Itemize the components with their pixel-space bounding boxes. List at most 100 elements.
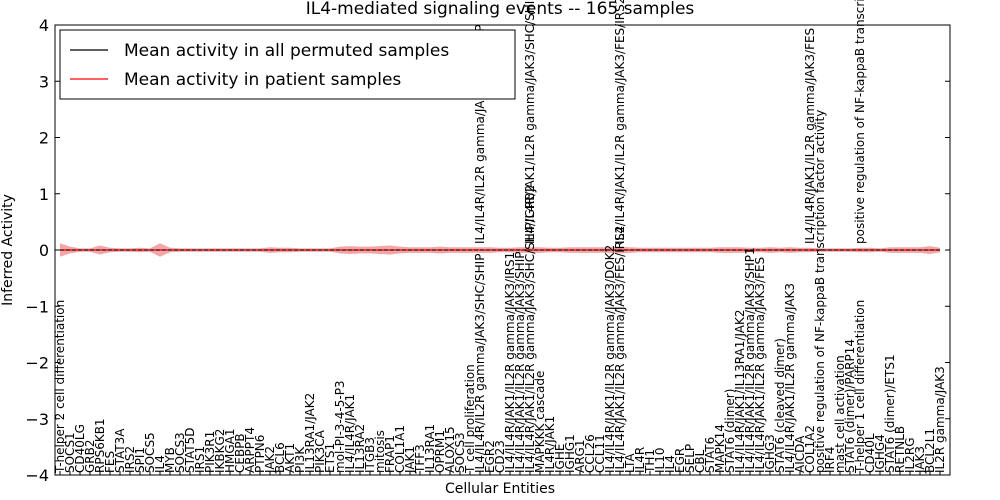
y-tick-label: 0 — [39, 241, 49, 260]
x-axis: T-helper 2 cell differentiationSOCS1CD40… — [53, 110, 947, 475]
top-annotation-label: IL4/IL4R/JAK1/IL2R gamma/JAK3/FES/IRS2 — [613, 0, 627, 244]
x-tick-label: BCL2L1 — [923, 428, 937, 473]
x-tick-label: STAT6 (cleaved dimer) — [773, 338, 787, 473]
top-annotation-label: positive regulation of NF-kappaB transcr… — [853, 0, 867, 244]
x-axis-label: Cellular Entities — [445, 481, 555, 497]
x-tick-label: COL1A1 — [393, 425, 407, 473]
x-tick-label: PIK3R1 — [203, 431, 217, 473]
x-tick-label: SPI1 — [133, 447, 147, 473]
y-tick-label: −3 — [25, 410, 49, 429]
x-tick-label: mol-PI-3-4-5-P3 — [333, 380, 347, 473]
x-tick-label: IRF4 — [823, 447, 837, 473]
y-tick-label: −4 — [25, 466, 49, 485]
x-tick-label: CCL26 — [583, 434, 597, 473]
x-tick-label: CCL11 — [593, 434, 607, 473]
legend-box — [59, 29, 516, 100]
x-tick-label: mast cell activation — [833, 355, 847, 473]
legend-label-patient: Mean activity in patient samples — [124, 70, 401, 90]
x-tick-label: IL4/IL4R/JAK1/IL2R gamma/JAK3/DOK2 — [603, 245, 617, 473]
x-tick-label: FES — [103, 451, 117, 473]
x-tick-label: MAPK14 — [713, 424, 727, 473]
x-tick-label: IL4/IL4R/JAK1/IL2R gamma/JAK3/SHIP — [513, 252, 527, 473]
x-tick-label: positive regulation of NF-kappaB transcr… — [813, 110, 827, 473]
x-tick-label: IL4/IL4R/JAK1/IL13RA1/JAK2 — [733, 310, 747, 474]
x-tick-label: IL4/IL4R/JAK1 — [343, 394, 357, 473]
top-annotation-label: IL4/IL4R/JAK1/IL2R gamma/JAK3/SHC/SHIP/G… — [523, 0, 537, 244]
x-tick-label: IL4/IL4R/JAK1/IL2R gamma/JAK3 — [783, 283, 797, 473]
x-tick-label: IL10 — [653, 448, 667, 474]
x-tick-label: IL4R/JAK1 — [543, 416, 557, 473]
x-tick-label: HMGA1 — [223, 428, 237, 473]
top-annotation-label: IL4/IL4R/JAK1/IL2R gamma/JAK3/FES — [803, 28, 817, 244]
x-tick-label: IL4/IL4R/JAK1/IL2R gamma/JAK3/FES — [753, 257, 767, 473]
x-tick-label: STAT6 (dimer)/ETS1 — [883, 354, 897, 473]
y-axis: 4 3 2 1 0 −1 −2 −3 −4 — [25, 16, 950, 485]
x-tick-label: IL2R gamma/JAK3 — [933, 366, 947, 473]
x-tick-label: T-helper 1 cell differentiation — [853, 300, 867, 474]
x-tick-label: GRB2 — [83, 439, 97, 473]
top-annotations: IL4/IL4R/IL2R gamma/JAK3/SHC/SHIP IL4/IL4… — [473, 0, 867, 244]
x-tick-label: TFF3 — [413, 444, 427, 474]
x-tick-label: IL13RA1 — [423, 424, 437, 473]
x-tick-label: PIK3CA — [313, 429, 327, 473]
y-tick-label: −2 — [25, 354, 49, 373]
x-tick-label: FRAP1 — [383, 435, 397, 473]
x-tick-label: LTA — [623, 453, 637, 473]
x-tick-label: ITGB3 — [363, 437, 377, 473]
x-tick-label: JAK1 — [403, 446, 417, 474]
x-tick-label: RETNLB — [893, 426, 907, 473]
x-tick-label: T-helper 2 cell differentiation — [53, 300, 67, 474]
y-tick-label: −1 — [25, 297, 49, 316]
y-tick-label: 3 — [39, 72, 49, 91]
x-tick-label: IL4/IL4R/IL2R gamma/JAK3/SHC/SHIP — [473, 254, 487, 473]
x-tick-label: SOCS3 — [453, 432, 467, 473]
x-tick-label: STAT6 — [703, 437, 717, 473]
x-tick-label: IL2RG — [903, 438, 917, 474]
x-tick-label: OPRM1 — [433, 430, 447, 473]
x-tick-label: IL13RA1/JAK2 — [303, 393, 317, 473]
x-tick-label: COL1A2 — [803, 425, 817, 473]
legend: Mean activity in all permuted samples Me… — [59, 29, 516, 100]
x-tick-label: SELP — [683, 444, 697, 473]
x-tick-label: MAPKKK cascade — [533, 371, 547, 473]
x-tick-label: STAT5D — [183, 428, 197, 474]
x-tick-label: SOCS3 — [173, 432, 187, 473]
x-tick-label: IL4 — [663, 455, 677, 473]
y-tick-label: 1 — [39, 185, 49, 204]
x-tick-label: EGR2 — [483, 440, 497, 473]
x-tick-label: PTPN6 — [253, 435, 267, 473]
x-tick-label: STAT6 (dimer)/PARP14 — [843, 339, 857, 473]
y-tick-label: 2 — [39, 129, 49, 148]
x-tick-label: AICDA — [793, 435, 807, 473]
x-tick-label: CD40LG — [73, 424, 87, 473]
x-tick-label: IL4 — [153, 455, 167, 473]
y-tick-label: 4 — [39, 16, 49, 35]
y-axis-label: Inferred Activity — [0, 194, 16, 306]
x-tick-label: AKT1 — [283, 443, 297, 473]
x-tick-label: ETS1 — [323, 443, 337, 473]
x-tick-label: IL4/IL4R/JAK1/IL2R gamma/JAK3/IRS1 — [503, 252, 517, 473]
x-tick-label: RPS6KB1 — [93, 418, 107, 473]
x-tick-label: IKBKG2 — [213, 429, 227, 473]
x-tick-label: STAT6 (dimer) — [723, 389, 737, 473]
x-tick-label: IRS1 — [193, 446, 207, 473]
x-tick-label: BCL6 — [273, 442, 287, 473]
x-tick-label: SOCS5 — [143, 432, 157, 473]
x-tick-label: IL4/IL4R/JAK1/IL2R gamma/JAK3/FES/IRS2 — [613, 226, 627, 473]
legend-label-permuted: Mean activity in all permuted samples — [124, 41, 449, 61]
x-tick-label: TH1 — [643, 449, 657, 474]
x-tick-label: EGR — [673, 448, 687, 473]
x-tick-label: CEBPB — [233, 433, 247, 473]
x-tick-label: IL4R — [633, 447, 647, 473]
chart-title: IL4-mediated signaling events -- 165 sam… — [306, 0, 695, 19]
x-tick-label: JAK2 — [263, 446, 277, 474]
x-tick-label: IGHG4 — [873, 434, 887, 473]
x-tick-label: mitosis — [373, 430, 387, 473]
x-tick-label: CBL — [693, 449, 707, 473]
x-tick-label: ARPPT4 — [243, 427, 257, 473]
x-tick-label: ARG1 — [573, 440, 587, 473]
x-tick-label: IGHG3 — [763, 434, 777, 473]
x-tick-label: ALOX15 — [443, 426, 457, 473]
x-tick-label: IRS2 — [123, 446, 137, 473]
x-tick-label: IL4/IL4R/JAK1/IL2R gamma/JAK3/SHC/SHIP/G… — [523, 185, 537, 473]
